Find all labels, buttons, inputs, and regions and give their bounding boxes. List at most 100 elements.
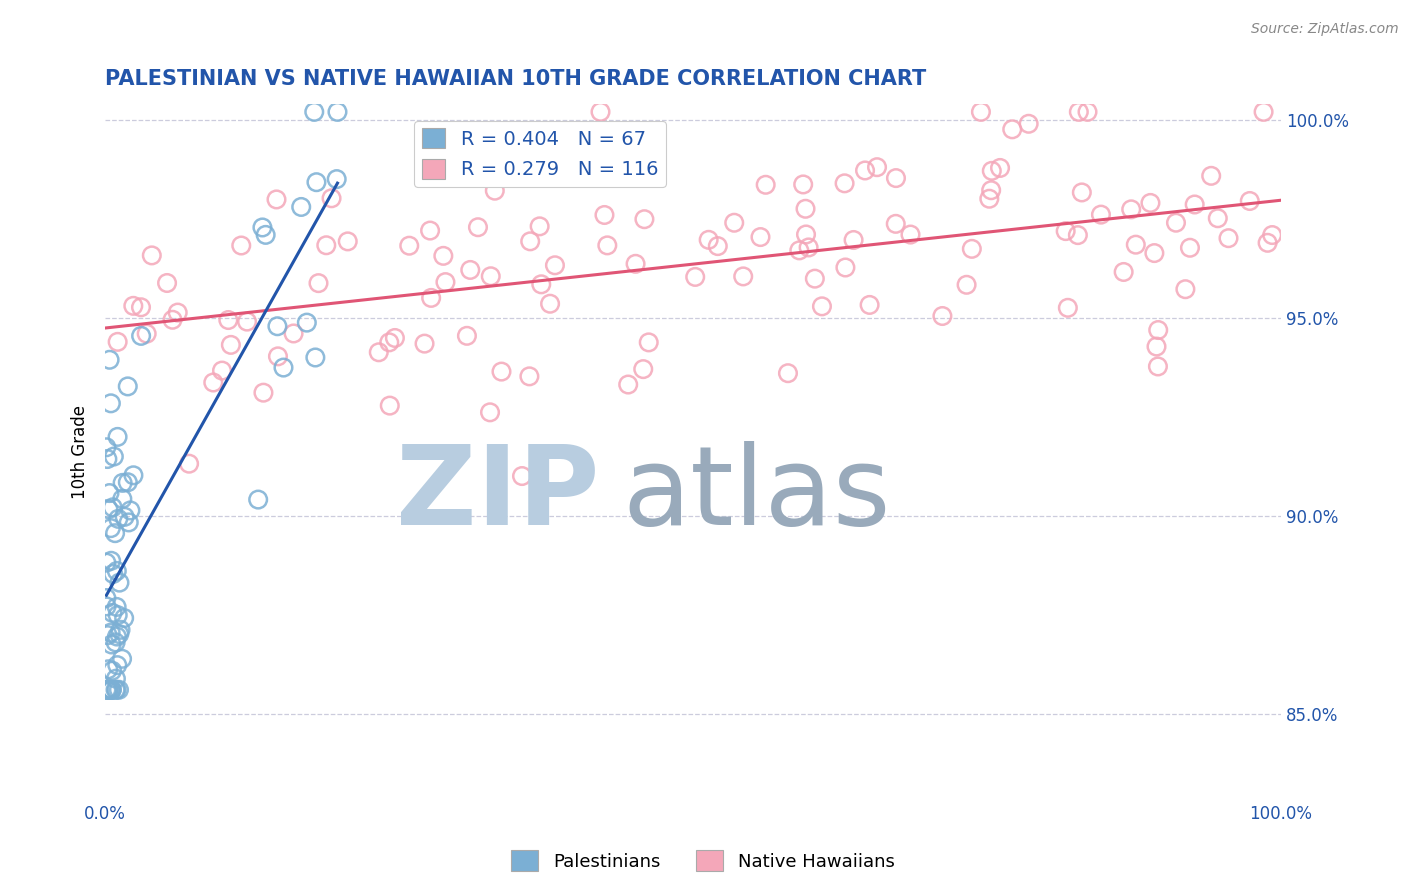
Point: [97, 662, 120, 676]
Point: [755, 178, 778, 192]
Point: [1206, 211, 1229, 226]
Point: [129, 300, 152, 314]
Point: [697, 233, 720, 247]
Point: [434, 275, 457, 289]
Point: [105, 630, 128, 644]
Point: [633, 212, 655, 227]
Point: [326, 104, 349, 119]
Point: [624, 257, 647, 271]
Point: [1067, 228, 1090, 243]
Point: [1001, 122, 1024, 136]
Point: [97, 682, 120, 697]
Point: [749, 230, 772, 244]
Point: [141, 248, 163, 262]
Point: [955, 277, 977, 292]
Point: [1147, 359, 1170, 374]
Point: [101, 664, 124, 678]
Point: [519, 235, 541, 249]
Text: atlas: atlas: [623, 441, 891, 548]
Point: [100, 625, 122, 640]
Point: [97, 682, 120, 697]
Point: [211, 363, 233, 377]
Point: [129, 329, 152, 343]
Point: [105, 682, 128, 697]
Point: [100, 682, 122, 697]
Text: Source: ZipAtlas.com: Source: ZipAtlas.com: [1251, 22, 1399, 37]
Point: [219, 338, 242, 352]
Point: [117, 475, 139, 490]
Point: [1090, 208, 1112, 222]
Point: [100, 638, 122, 652]
Point: [884, 217, 907, 231]
Point: [458, 263, 481, 277]
Point: [111, 475, 134, 490]
Point: [162, 312, 184, 326]
Point: [456, 328, 478, 343]
Point: [111, 652, 134, 666]
Point: [177, 457, 200, 471]
Legend: R = 0.404   N = 67, R = 0.279   N = 116: R = 0.404 N = 67, R = 0.279 N = 116: [415, 120, 666, 187]
Point: [1253, 104, 1275, 119]
Text: PALESTINIAN VS NATIVE HAWAIIAN 10TH GRADE CORRELATION CHART: PALESTINIAN VS NATIVE HAWAIIAN 10TH GRAD…: [105, 69, 927, 88]
Point: [105, 599, 128, 614]
Point: [834, 260, 856, 275]
Point: [98, 352, 121, 367]
Point: [122, 299, 145, 313]
Point: [794, 227, 817, 242]
Point: [304, 351, 326, 365]
Point: [321, 191, 343, 205]
Point: [103, 450, 125, 464]
Point: [96, 599, 118, 614]
Point: [305, 175, 328, 189]
Point: [596, 238, 619, 252]
Point: [315, 238, 337, 252]
Point: [325, 172, 347, 186]
Point: [117, 379, 139, 393]
Point: [413, 336, 436, 351]
Point: [510, 469, 533, 483]
Point: [290, 200, 312, 214]
Point: [104, 672, 127, 686]
Point: [104, 682, 127, 697]
Point: [519, 369, 541, 384]
Point: [1121, 202, 1143, 217]
Point: [1199, 169, 1222, 183]
Point: [1261, 227, 1284, 242]
Point: [202, 376, 225, 390]
Point: [103, 566, 125, 581]
Point: [900, 227, 922, 242]
Point: [794, 202, 817, 216]
Point: [266, 193, 288, 207]
Point: [960, 242, 983, 256]
Point: [98, 486, 121, 500]
Point: [97, 628, 120, 642]
Point: [530, 277, 553, 292]
Point: [1139, 195, 1161, 210]
Point: [1056, 301, 1078, 315]
Point: [96, 682, 118, 697]
Point: [479, 269, 502, 284]
Point: [384, 331, 406, 345]
Point: [1054, 224, 1077, 238]
Point: [336, 235, 359, 249]
Point: [266, 319, 288, 334]
Point: [544, 258, 567, 272]
Point: [589, 104, 612, 119]
Point: [631, 362, 654, 376]
Point: [970, 104, 993, 119]
Point: [118, 516, 141, 530]
Point: [792, 178, 814, 192]
Point: [108, 682, 131, 697]
Point: [804, 271, 827, 285]
Point: [1146, 340, 1168, 354]
Point: [104, 526, 127, 541]
Point: [398, 238, 420, 252]
Point: [853, 163, 876, 178]
Point: [884, 171, 907, 186]
Point: [166, 305, 188, 319]
Point: [979, 192, 1001, 206]
Point: [811, 299, 834, 313]
Point: [787, 244, 810, 258]
Point: [1147, 323, 1170, 337]
Point: [1174, 282, 1197, 296]
